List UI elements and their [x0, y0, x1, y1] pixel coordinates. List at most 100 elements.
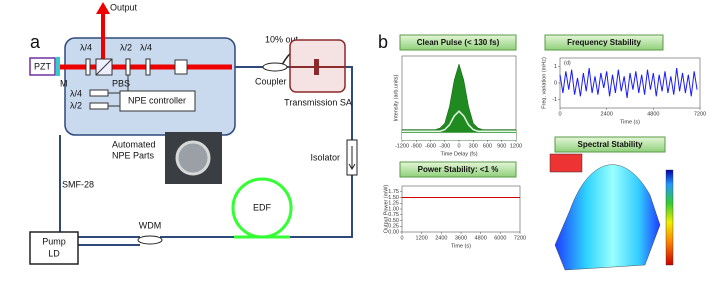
- y-tick-label: 1.50: [388, 195, 399, 201]
- npe-parts-label: Automated: [112, 139, 156, 149]
- y-tick-label: 1.00: [388, 206, 399, 212]
- waveplate: [85, 58, 91, 76]
- x-tick-label: 1200: [510, 143, 522, 149]
- waveplate: [125, 58, 131, 76]
- x-tick-label: 2400: [435, 235, 447, 241]
- y-tick-label: 0.25: [388, 224, 399, 230]
- annotation: (d): [564, 60, 571, 66]
- x-tick-label: -1200: [395, 143, 409, 149]
- x-tick-label: -900: [411, 143, 422, 149]
- wdm: [137, 235, 163, 245]
- npe-box: [64, 37, 236, 136]
- x-axis-label: Time Delay (fs): [440, 151, 477, 157]
- x-tick-label: 3600: [455, 235, 467, 241]
- chart-title: Power Stability: <1 %: [418, 165, 499, 174]
- x-tick-label: 600: [483, 143, 492, 149]
- pzt-label: PZT: [34, 61, 52, 71]
- coupler-label: Coupler: [255, 76, 287, 86]
- chart-title: Spectral Stability: [578, 140, 643, 149]
- colorbar: [665, 169, 674, 266]
- photo-part: [175, 140, 211, 176]
- x-tick-label: 4800: [647, 111, 659, 117]
- y-tick-label: 1.25: [388, 201, 399, 207]
- plate-label: λ/4: [70, 88, 82, 98]
- sa-element: [314, 59, 319, 75]
- x-tick-label: -600: [425, 143, 436, 149]
- chart-title-box: [399, 34, 517, 51]
- isolator-bulk: [174, 59, 188, 75]
- chart-title: Clean Pulse (< 130 fs): [417, 38, 500, 47]
- mirror-label: M: [60, 78, 68, 88]
- npe-controller-box: [119, 90, 196, 112]
- y-axis-label: Output Power (mW): [383, 185, 389, 234]
- line: [402, 110, 516, 132]
- y-tick-label: 0.50: [388, 218, 399, 224]
- fiber-label: SMF-28: [62, 179, 94, 189]
- pump-box: [29, 231, 79, 265]
- plot-area: [559, 57, 701, 109]
- sa-label: Transmission SA: [284, 97, 352, 107]
- chart-title-box: [399, 161, 517, 178]
- y-tick-label: -1: [552, 97, 557, 103]
- x-tick-label: 1200: [416, 235, 428, 241]
- output-arrow: [96, 2, 110, 14]
- panel-label: a: [30, 32, 41, 52]
- x-tick-label: -300: [439, 143, 450, 149]
- edf-label: EDF: [253, 202, 272, 212]
- plate-label: λ/4: [80, 42, 92, 52]
- wdm-label: WDM: [139, 220, 162, 230]
- waveplate: [145, 58, 151, 76]
- x-axis-label: Time (s): [451, 243, 471, 249]
- x-tick-label: 0: [558, 111, 561, 117]
- y-tick-label: 0.75: [388, 212, 399, 218]
- x-axis-label: Time (s): [620, 119, 640, 125]
- output-label: Output: [110, 2, 138, 12]
- line: [559, 67, 698, 99]
- y-axis-label: Freq. variation (mHz): [541, 57, 547, 109]
- motor: [89, 89, 109, 97]
- y-tick-label: 1.75: [388, 189, 399, 195]
- chart-title-box: [554, 136, 666, 153]
- npe-controller-label: NPE controller: [128, 95, 186, 105]
- motor: [89, 102, 109, 110]
- x-tick-label: 2400: [601, 111, 613, 117]
- inset: [549, 153, 583, 173]
- x-tick-label: 900: [497, 143, 506, 149]
- x-tick-label: 0: [400, 235, 403, 241]
- chart-title: Frequency Stability: [567, 38, 641, 47]
- area: [401, 63, 517, 141]
- area: [402, 132, 516, 140]
- npe-parts-label: NPE Parts: [112, 150, 155, 160]
- surface: [554, 164, 661, 271]
- pbs-label: PBS: [112, 78, 130, 88]
- x-tick-label: 7200: [514, 235, 526, 241]
- x-tick-label: 7200: [694, 111, 706, 117]
- pump-label: LD: [48, 248, 60, 258]
- panel-b: b Clean Pulse (< 130 fs) -1200 -900 -600 -30…: [378, 32, 706, 271]
- y-tick-label: 0: [554, 80, 557, 86]
- tap-label: 10% out: [265, 34, 299, 44]
- y-tick-label: 0.00: [388, 229, 399, 235]
- plate-label: λ/2: [120, 42, 132, 52]
- pump-label: Pump: [42, 236, 66, 246]
- isolator-arrow: [348, 146, 356, 170]
- x-tick-label: 0: [457, 143, 460, 149]
- panel-a: a Output PZT M λ/4 λ/2 λ/4 PBS λ/4 λ/2 N…: [29, 2, 358, 265]
- coupler: [262, 62, 288, 72]
- control-wire: [108, 75, 129, 107]
- isolator-label: Isolator: [310, 152, 340, 162]
- y-tick-label: 1: [554, 64, 557, 70]
- y-axis-label: Intensity (arb.units): [393, 74, 399, 121]
- x-tick-label: 300: [469, 143, 478, 149]
- plot-area: [401, 185, 521, 233]
- chart-title-box: [544, 34, 664, 51]
- plate-label: λ/4: [140, 42, 152, 52]
- pbs-diagonal: [95, 58, 113, 76]
- x-tick-label: 6000: [494, 235, 506, 241]
- panel-label: b: [378, 32, 388, 52]
- pzt-box: [29, 57, 56, 76]
- plate-label: λ/2: [70, 100, 82, 110]
- x-tick-label: 4800: [475, 235, 487, 241]
- mirror: [56, 57, 60, 76]
